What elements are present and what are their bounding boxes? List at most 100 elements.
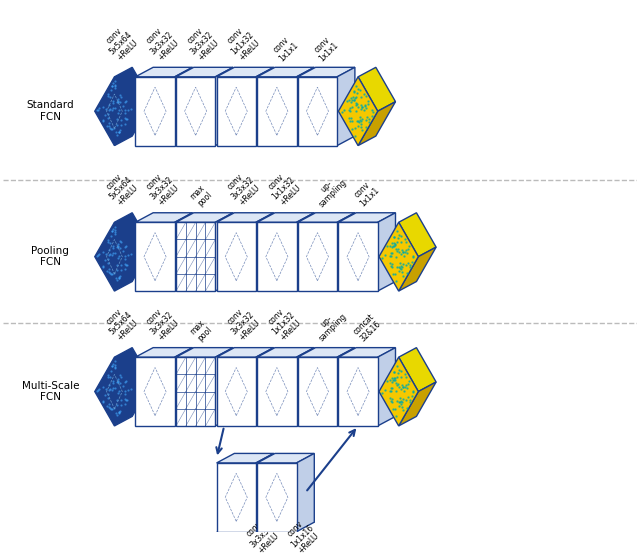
Polygon shape [115, 348, 152, 392]
Text: Standard
FCN: Standard FCN [26, 100, 74, 122]
Polygon shape [339, 77, 378, 146]
Polygon shape [176, 357, 215, 426]
Polygon shape [296, 348, 314, 426]
Polygon shape [176, 68, 233, 77]
Polygon shape [216, 213, 274, 222]
Text: conv
1x1x1: conv 1x1x1 [351, 179, 381, 209]
Polygon shape [379, 222, 419, 291]
Polygon shape [296, 213, 314, 291]
Polygon shape [115, 213, 152, 257]
Polygon shape [257, 463, 296, 532]
Polygon shape [216, 77, 256, 146]
Polygon shape [115, 102, 152, 146]
Polygon shape [257, 222, 296, 291]
Polygon shape [215, 213, 233, 291]
Polygon shape [399, 348, 436, 392]
Polygon shape [136, 68, 193, 77]
Polygon shape [257, 77, 296, 146]
Polygon shape [358, 68, 396, 111]
Polygon shape [216, 348, 274, 357]
Polygon shape [339, 348, 396, 357]
Polygon shape [298, 68, 355, 77]
Polygon shape [136, 348, 193, 357]
Polygon shape [216, 463, 256, 532]
Text: conv
1x1x1: conv 1x1x1 [270, 33, 300, 63]
Polygon shape [257, 348, 314, 357]
Text: conv
3x3x32
+ReLU: conv 3x3x32 +ReLU [223, 303, 262, 343]
Text: conv
1x1x32
+ReLU: conv 1x1x32 +ReLU [223, 23, 262, 63]
Polygon shape [95, 222, 134, 291]
Text: Pooling
FCN: Pooling FCN [31, 246, 69, 267]
Text: conv
1x1x16
+ReLU: conv 1x1x16 +ReLU [282, 516, 322, 556]
Text: max
pool: max pool [189, 184, 214, 209]
Polygon shape [256, 213, 274, 291]
Polygon shape [136, 357, 175, 426]
Polygon shape [256, 454, 274, 532]
Polygon shape [399, 213, 436, 257]
Polygon shape [95, 77, 134, 146]
Polygon shape [358, 102, 396, 146]
Polygon shape [115, 68, 152, 111]
Polygon shape [298, 357, 337, 426]
Text: up-
sampling: up- sampling [310, 305, 349, 343]
Text: conv
5x5x64
+ReLU: conv 5x5x64 +ReLU [100, 23, 141, 63]
Text: conv
1x1x1: conv 1x1x1 [310, 33, 340, 63]
Text: Multi-Scale
FCN: Multi-Scale FCN [22, 381, 79, 402]
Text: conv
5x5x64
+ReLU: conv 5x5x64 +ReLU [100, 303, 141, 343]
Text: conv
5x5x64
+ReLU: conv 5x5x64 +ReLU [100, 169, 141, 209]
Text: conv
3x3x32
+ReLU: conv 3x3x32 +ReLU [141, 169, 182, 209]
Polygon shape [136, 222, 175, 291]
Polygon shape [298, 348, 355, 357]
Polygon shape [216, 454, 274, 463]
Text: conv
1x1x32
+ReLU: conv 1x1x32 +ReLU [263, 169, 303, 209]
Text: conv
3x3x32
+ReLU: conv 3x3x32 +ReLU [241, 516, 282, 556]
Polygon shape [95, 357, 134, 426]
Polygon shape [298, 213, 355, 222]
Polygon shape [176, 213, 233, 222]
Text: max
pool: max pool [189, 319, 214, 343]
Polygon shape [215, 348, 233, 426]
Polygon shape [256, 348, 274, 426]
Polygon shape [298, 77, 337, 146]
Polygon shape [216, 68, 274, 77]
Polygon shape [256, 68, 274, 146]
Polygon shape [136, 77, 175, 146]
Polygon shape [399, 382, 436, 426]
Polygon shape [337, 68, 355, 146]
Text: concat
32&16: concat 32&16 [351, 312, 383, 343]
Polygon shape [216, 222, 256, 291]
Polygon shape [176, 77, 215, 146]
Text: conv
3x3x32
+ReLU: conv 3x3x32 +ReLU [141, 23, 182, 63]
Text: conv
3x3x32
+ReLU: conv 3x3x32 +ReLU [141, 303, 182, 343]
Polygon shape [257, 454, 314, 463]
Polygon shape [175, 348, 193, 426]
Polygon shape [216, 357, 256, 426]
Polygon shape [257, 68, 314, 77]
Polygon shape [115, 247, 152, 291]
Polygon shape [176, 348, 233, 357]
Polygon shape [136, 213, 193, 222]
Text: conv
1x1x32
+ReLU: conv 1x1x32 +ReLU [263, 304, 303, 343]
Polygon shape [339, 213, 396, 222]
Text: conv
3x3x32
+ReLU: conv 3x3x32 +ReLU [182, 23, 222, 63]
Polygon shape [337, 348, 355, 426]
Polygon shape [257, 357, 296, 426]
Polygon shape [257, 213, 314, 222]
Polygon shape [175, 213, 193, 291]
Polygon shape [399, 247, 436, 291]
Polygon shape [215, 68, 233, 146]
Polygon shape [339, 357, 378, 426]
Polygon shape [115, 382, 152, 426]
Polygon shape [339, 222, 378, 291]
Polygon shape [378, 348, 396, 426]
Polygon shape [378, 213, 396, 291]
Polygon shape [175, 68, 193, 146]
Text: up-
sampling: up- sampling [310, 170, 349, 209]
Polygon shape [337, 213, 355, 291]
Polygon shape [298, 222, 337, 291]
Polygon shape [296, 454, 314, 532]
Polygon shape [379, 357, 419, 426]
Text: conv
3x3x32
+ReLU: conv 3x3x32 +ReLU [223, 169, 262, 209]
Polygon shape [176, 222, 215, 291]
Polygon shape [296, 68, 314, 146]
